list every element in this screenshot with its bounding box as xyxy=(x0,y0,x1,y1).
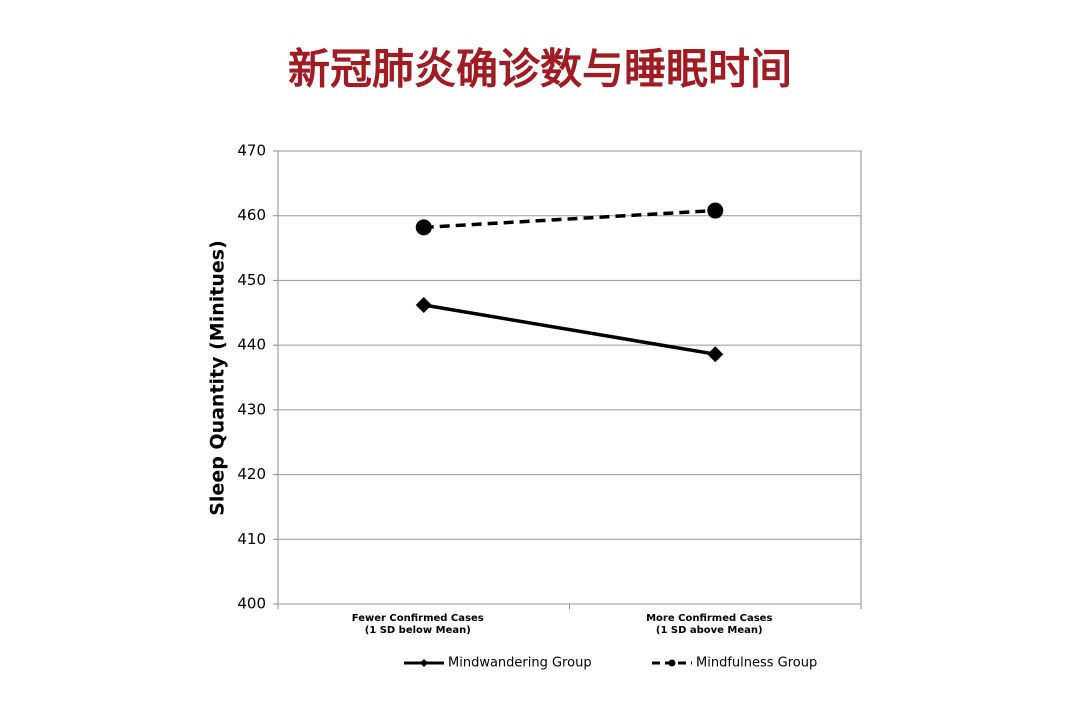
y-axis-label: Sleep Quantity (Minitues) xyxy=(207,240,229,516)
y-tick-label: 460 xyxy=(237,206,266,224)
y-tick-label: 400 xyxy=(237,595,266,613)
series-line xyxy=(423,303,716,356)
x-tick-label: (1 SD above Mean) xyxy=(656,625,763,636)
y-tick-label: 410 xyxy=(237,530,266,548)
legend-label: Mindfulness Group xyxy=(696,656,817,671)
y-tick-label: 440 xyxy=(237,336,266,354)
legend-marker xyxy=(668,659,676,667)
data-point xyxy=(707,202,724,219)
chart-title: 新冠肺炎确诊数与睡眠时间 xyxy=(288,45,792,94)
legend-marker xyxy=(420,659,428,667)
data-point xyxy=(415,219,432,236)
x-tick-label: Fewer Confirmed Cases xyxy=(352,613,484,624)
series-line xyxy=(423,208,716,230)
legend-label: Mindwandering Group xyxy=(448,656,592,671)
x-tick-label: More Confirmed Cases xyxy=(646,613,772,624)
y-tick-label: 420 xyxy=(237,465,266,483)
y-tick-label: 470 xyxy=(237,142,266,160)
x-tick-label: (1 SD below Mean) xyxy=(365,625,471,636)
data-point xyxy=(707,346,724,363)
y-tick-label: 430 xyxy=(237,400,266,418)
y-tick-label: 450 xyxy=(237,271,266,289)
data-point xyxy=(415,297,432,314)
